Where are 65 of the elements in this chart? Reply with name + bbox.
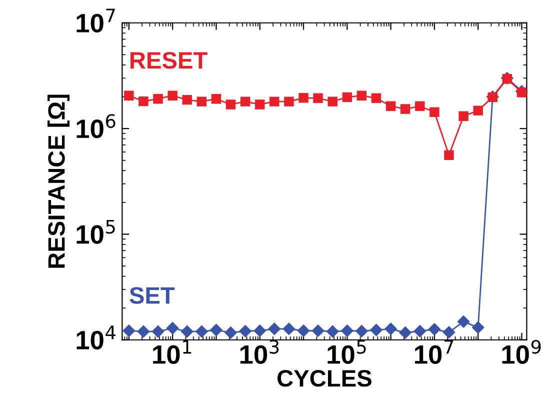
y-tick-label: 10$^{5}$ [76,220,115,244]
point [211,94,222,104]
point [255,100,265,110]
point [341,324,354,337]
point [516,88,527,98]
point [356,325,368,338]
y-axis-title: RESITANCE [Ω] [48,94,70,268]
point [313,93,323,103]
point [240,96,250,106]
point [472,321,484,334]
point [137,325,150,338]
point [210,324,222,336]
point [297,324,310,337]
point [457,315,470,328]
point [270,96,280,106]
point [168,90,178,100]
point [282,322,296,335]
point [356,90,367,100]
point [254,324,266,337]
x-tick-label: 10$^{1}$ [153,340,192,364]
point [268,322,280,335]
point [182,94,192,105]
point [239,325,252,338]
y-tick-label: 10$^{4}$ [76,326,116,350]
point [284,96,294,106]
point [326,325,339,338]
point [430,107,440,117]
x-tick-label: 10$^{5}$ [328,340,366,364]
point [328,96,338,106]
point [384,322,397,335]
series-label: SET [130,287,175,304]
y-tick-label: 10$^{7}$ [76,8,115,33]
point [298,93,308,103]
point [342,92,352,102]
point [196,325,208,338]
point [196,96,207,106]
point [371,93,382,103]
point [473,106,483,116]
x-tick-label: 10$^{9}$ [502,340,541,364]
point [399,326,412,339]
x-tick-label: 10$^{3}$ [240,340,279,364]
point [386,101,396,111]
point [458,111,468,122]
point [444,150,454,160]
point [442,326,456,338]
series-label: RESET [130,52,208,69]
point [124,90,134,100]
point [166,322,179,334]
point [152,325,164,338]
point [180,325,194,338]
point [138,96,148,106]
point [370,324,382,336]
x-axis-title: CYCLES [278,370,372,387]
y-tick-label: 10$^{6}$ [76,114,116,138]
point [153,94,163,104]
point [502,74,512,84]
point [312,324,324,337]
point [224,326,237,339]
point [400,104,410,114]
point [122,324,136,337]
x-tick-label: 10$^{7}$ [415,340,454,364]
point [428,323,441,336]
point [226,100,236,110]
point [415,101,425,111]
point [414,325,426,338]
